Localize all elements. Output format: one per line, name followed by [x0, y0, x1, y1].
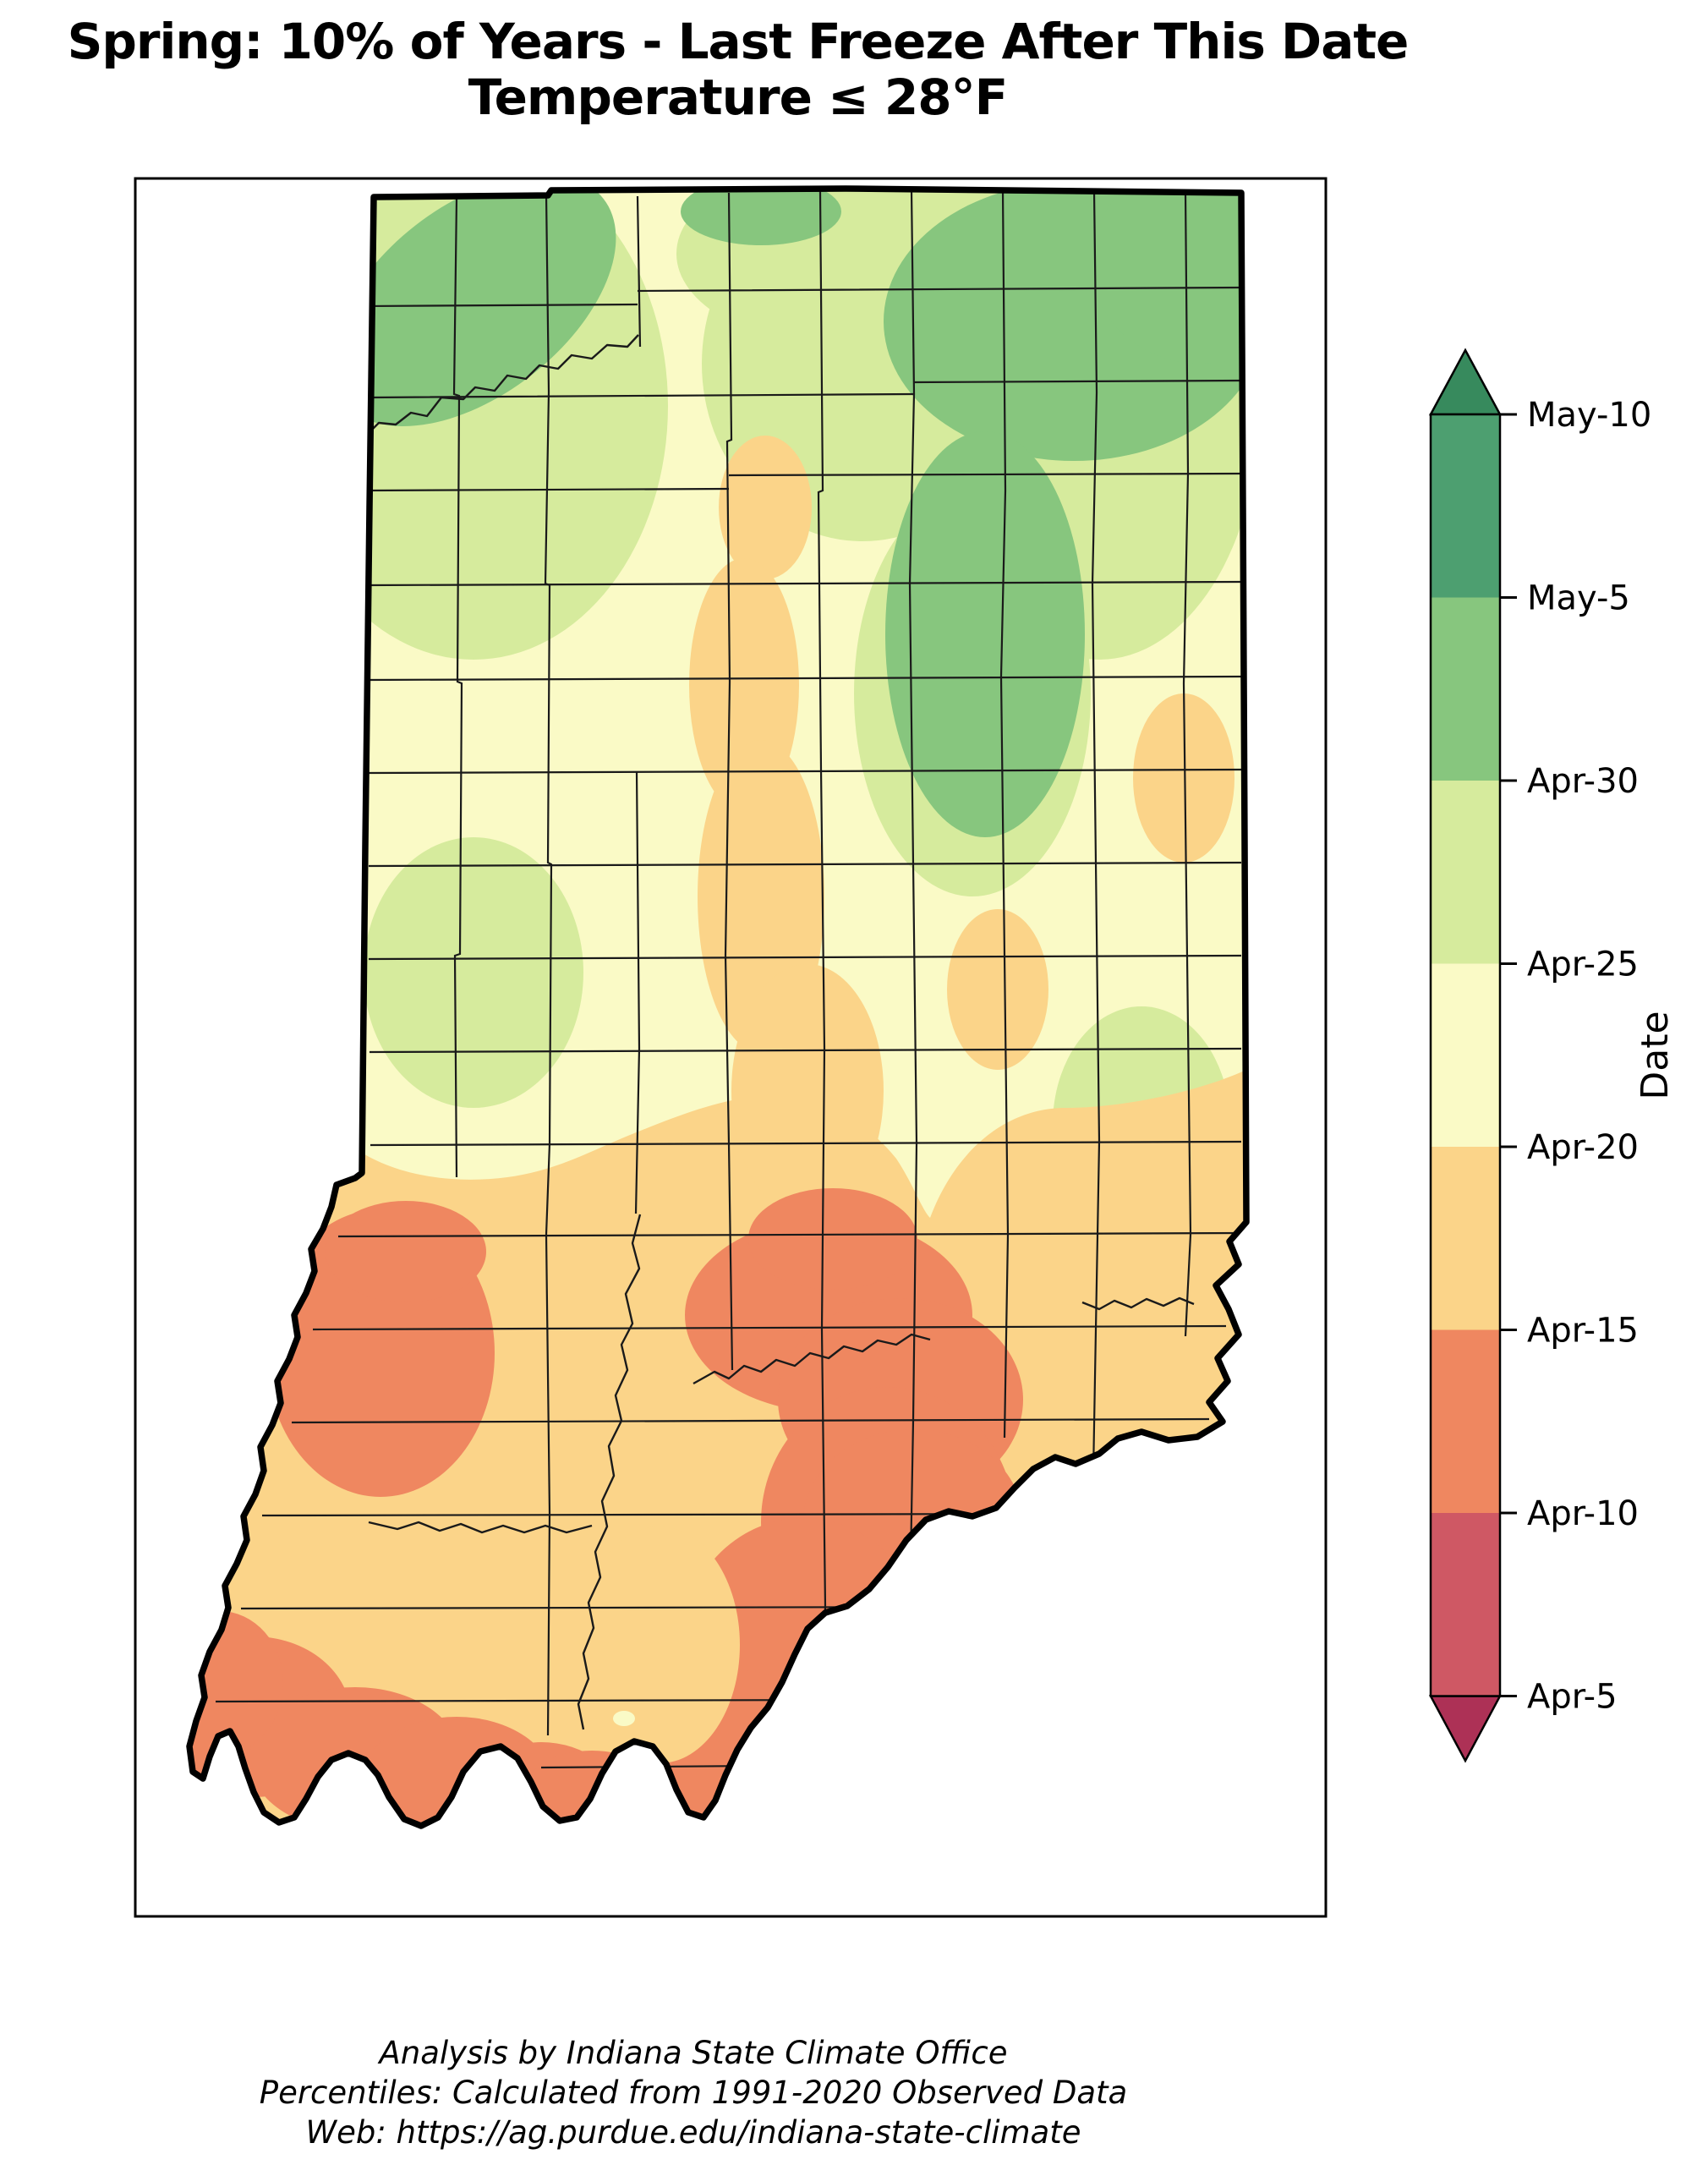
map-title: Spring: 10% of Years - Last Freeze After…: [0, 14, 1475, 125]
river-boundaries: [364, 334, 1195, 1730]
contour-fill-pale-island: [613, 1711, 635, 1726]
map-title-line2: Temperature ≤ 28°F: [468, 69, 1009, 126]
colorbar-segment: [1431, 1147, 1500, 1330]
colorbar-tick-label: May-10: [1527, 396, 1651, 435]
colorbar-segment: [1431, 1329, 1500, 1513]
colorbar: May-10 May-5 Apr-30 Apr-25 Apr-20 Apr-15…: [1428, 348, 1677, 1763]
colorbar-tick-label: Apr-10: [1527, 1494, 1639, 1533]
colorbar-outline: [1429, 413, 1502, 1697]
colorbar-tick-label: May-5: [1527, 579, 1630, 618]
colorbar-segment: [1431, 963, 1500, 1147]
contour-fill-apr30-may5: [331, 189, 1246, 837]
colorbar-tick-label: Apr-20: [1527, 1128, 1639, 1167]
county-boundaries: [215, 189, 1244, 1769]
white-river-east-fork-line: [693, 1333, 931, 1385]
colorbar-tick-label: Apr-30: [1527, 762, 1639, 801]
contour-fill-orange-tongue: [579, 1526, 740, 1763]
map-title-line1: Spring: 10% of Years - Last Freeze After…: [67, 13, 1410, 70]
colorbar-segment: [1431, 414, 1500, 598]
colorbar-extend-arrow-up: [1428, 348, 1503, 416]
footer-line3: Web: https://ag.purdue.edu/indiana-state…: [305, 2114, 1081, 2151]
footer-line2: Percentiles: Calculated from 1991-2020 O…: [259, 2075, 1128, 2111]
footer-attribution: Analysis by Indiana State Climate Office…: [0, 2033, 1387, 2152]
colorbar-tick-label: Apr-5: [1527, 1678, 1618, 1717]
colorbar-tick-label: Apr-15: [1527, 1312, 1639, 1351]
colorbar-tick-labels: May-10 May-5 Apr-30 Apr-25 Apr-20 Apr-15…: [1527, 396, 1651, 1717]
lower-white-river-line: [368, 1521, 593, 1534]
kankakee-river-line: [364, 334, 639, 437]
colorbar-tick-label: Apr-25: [1527, 945, 1639, 984]
colorbar-segments: [1431, 414, 1500, 1696]
footer-line1: Analysis by Indiana State Climate Office: [379, 2035, 1008, 2071]
southeast-creek-line: [1081, 1296, 1195, 1311]
colorbar-segment: [1431, 781, 1500, 964]
white-river-west-fork-line: [577, 1214, 642, 1730]
colorbar-extend-arrow-down: [1428, 1695, 1503, 1763]
colorbar-segment: [1431, 1513, 1500, 1696]
colorbar-tick-marks: [1500, 413, 1517, 1697]
colorbar-axis-label: Date: [1634, 1011, 1677, 1099]
indiana-contour-fills: [189, 189, 1246, 1826]
colorbar-segment: [1431, 597, 1500, 781]
